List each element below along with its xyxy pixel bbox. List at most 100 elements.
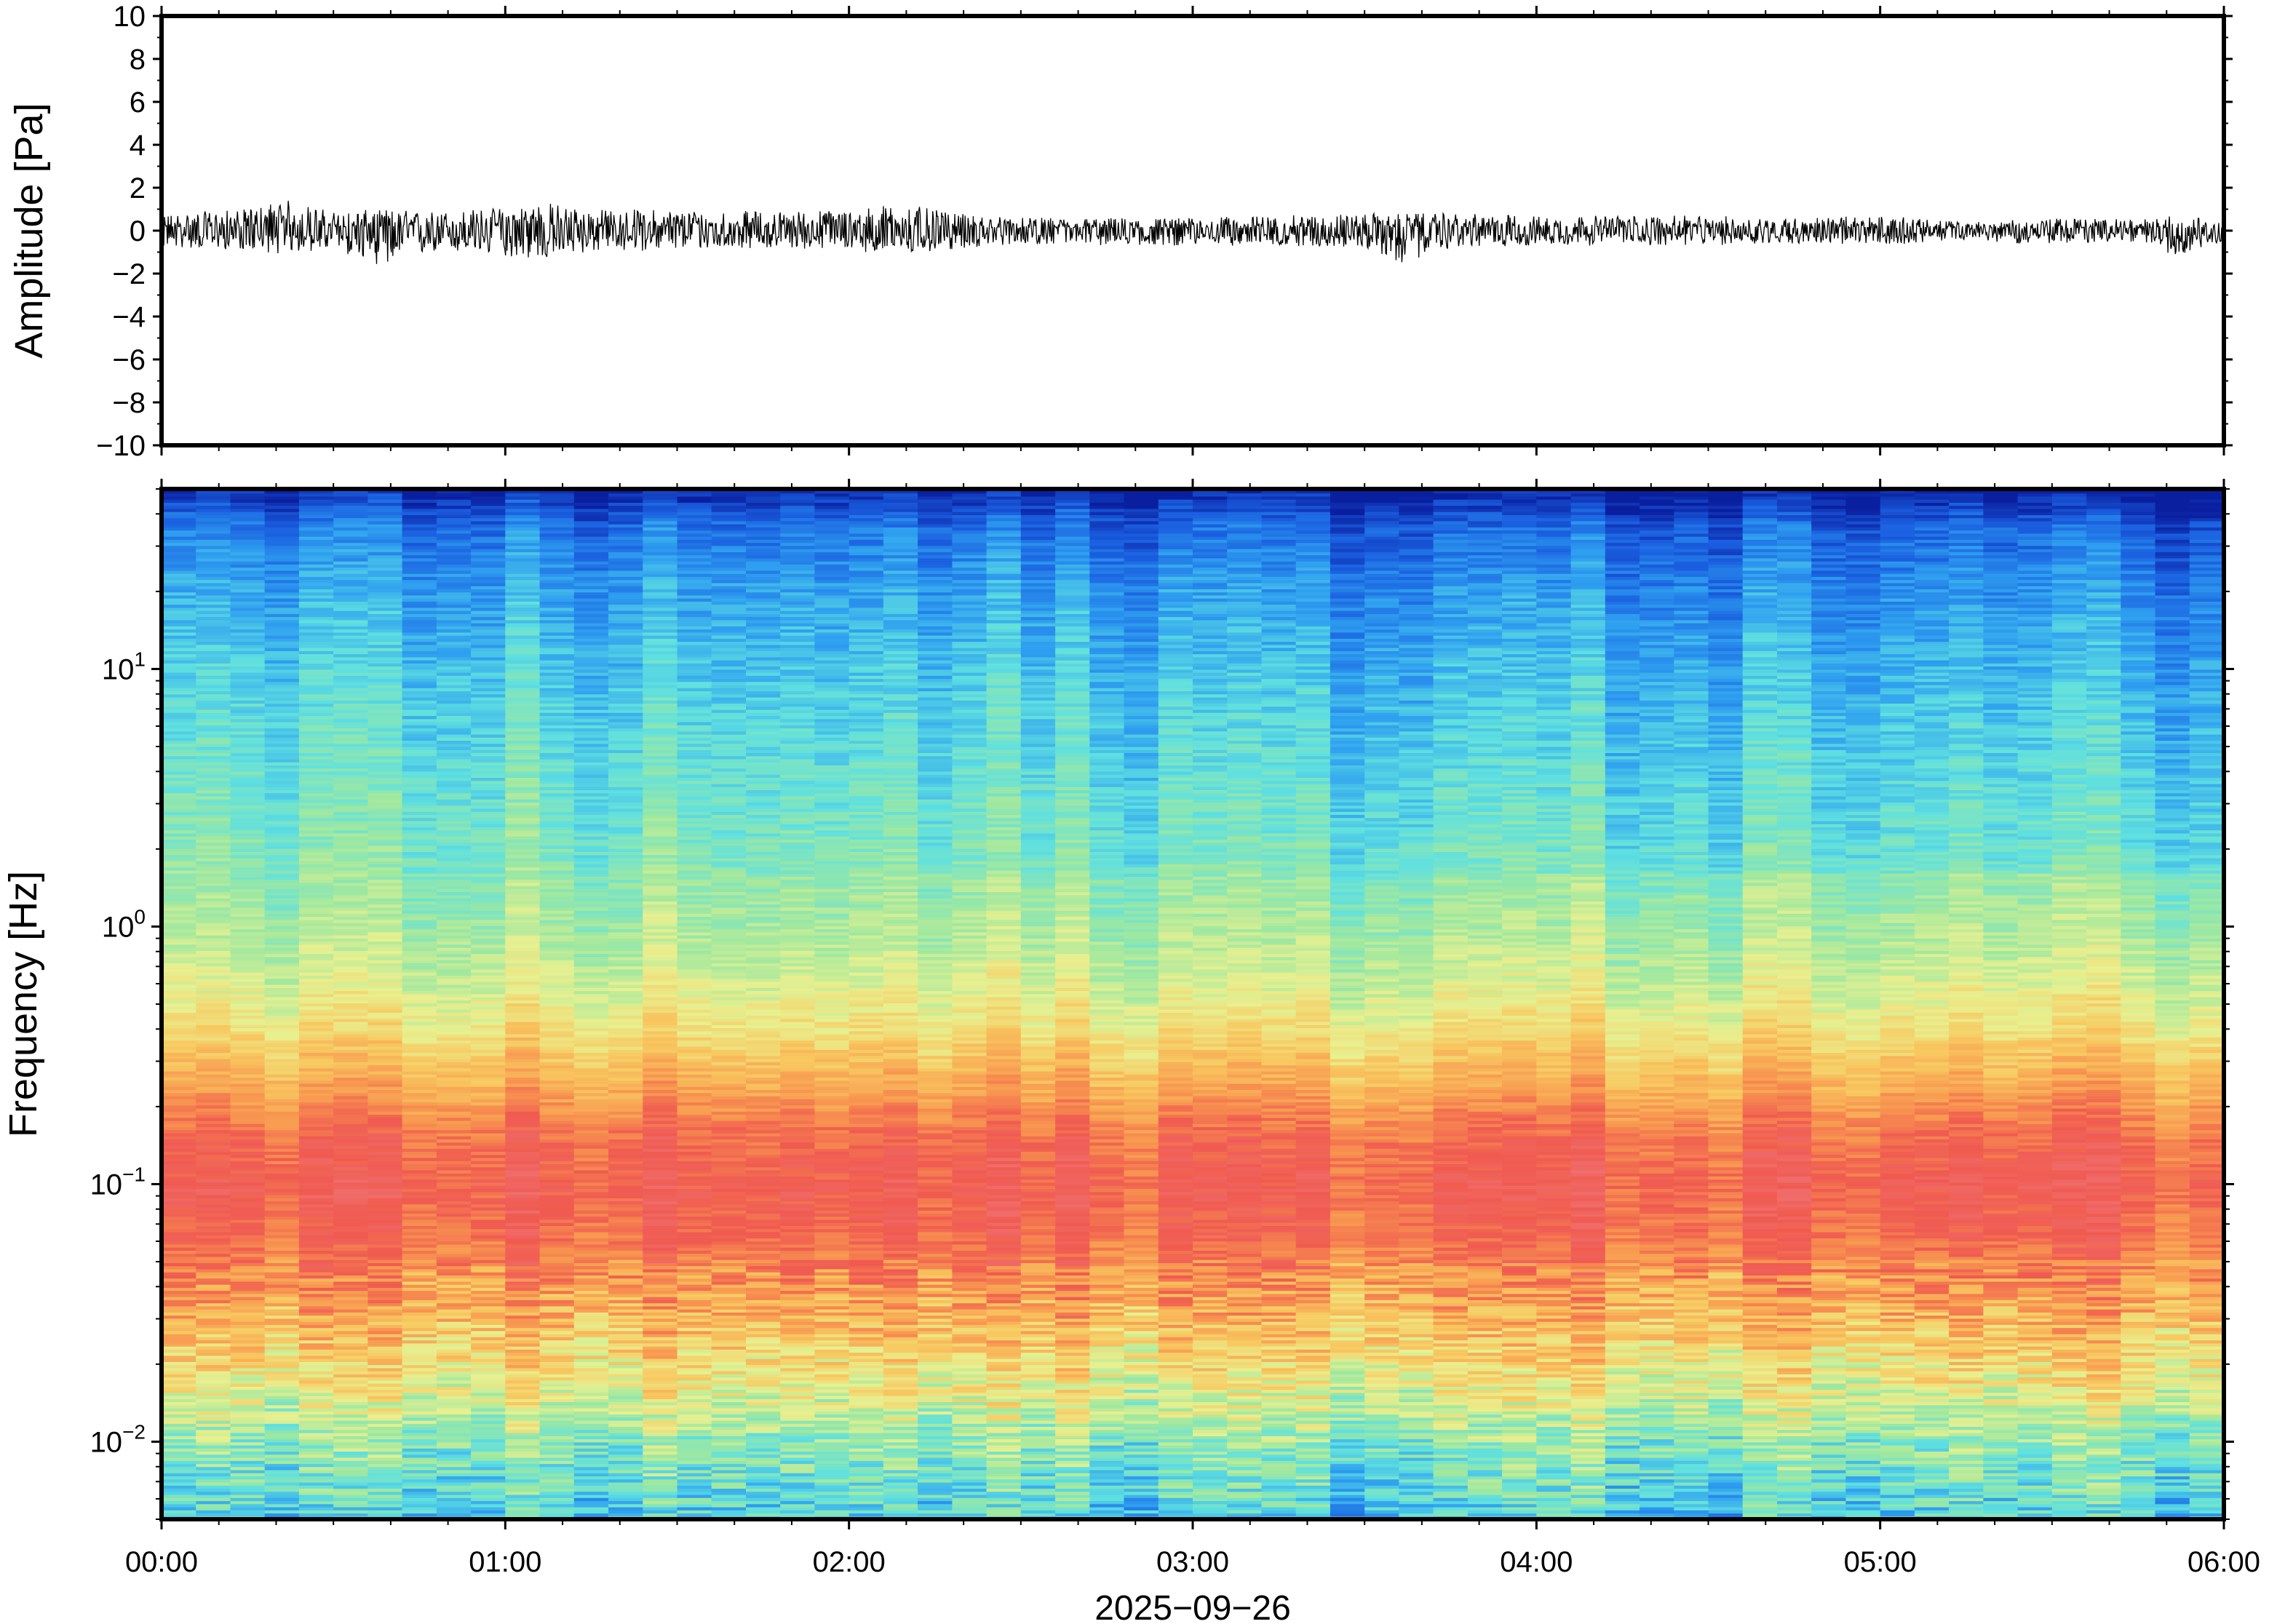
- spectrogram-cell: [230, 1158, 266, 1161]
- spectrogram-cell: [471, 552, 506, 556]
- spectrogram-cell: [573, 1290, 609, 1294]
- spectrogram-cell: [471, 861, 506, 864]
- spectrogram-cell: [264, 1293, 300, 1297]
- spectrogram-cell: [264, 1324, 300, 1329]
- spectrogram-cell: [402, 1253, 437, 1257]
- spectrogram-cell: [436, 573, 472, 577]
- spectrogram-cell: [402, 1457, 437, 1461]
- spectrogram-cell: [402, 851, 437, 856]
- spectrogram-cell: [333, 1473, 368, 1477]
- spectrogram-cell: [196, 1009, 231, 1013]
- spectrogram-cell: [608, 968, 643, 973]
- spectrogram-cell: [608, 1371, 643, 1374]
- spectrogram-cell: [539, 1272, 575, 1275]
- spectrogram-cell: [505, 854, 541, 859]
- spectrogram-cell: [333, 1195, 368, 1198]
- spectrogram-cell: [230, 712, 266, 717]
- spectrogram-cell: [264, 586, 300, 589]
- spectrogram-cell: [333, 1417, 368, 1421]
- spectrogram-cell: [471, 941, 506, 945]
- spectrogram-cell: [162, 1398, 196, 1403]
- spectrogram-cell: [471, 598, 506, 602]
- spectrogram-cell: [505, 1401, 541, 1406]
- spectrogram-cell: [162, 669, 196, 673]
- spectrogram-cell: [643, 1000, 678, 1004]
- spectrogram-cell: [230, 731, 266, 735]
- spectrogram-cell: [471, 703, 506, 707]
- spectrogram-cell: [539, 1510, 575, 1514]
- spectrogram-cell: [298, 839, 334, 843]
- spectrogram-cell: [367, 907, 403, 911]
- spectrogram-cell: [402, 1513, 437, 1517]
- spectrogram-cell: [402, 891, 437, 896]
- spectrogram-cell: [608, 1024, 643, 1029]
- spectrogram-cell: [196, 854, 231, 859]
- spectrogram-cell: [298, 966, 334, 970]
- spectrogram-cell: [402, 968, 437, 973]
- spectrogram-cell: [471, 1342, 506, 1347]
- spectrogram-cell: [196, 706, 231, 710]
- spectrogram-cell: [367, 1361, 403, 1366]
- spectrogram-cell: [608, 1401, 643, 1406]
- spectrogram-cell: [402, 1485, 437, 1489]
- spectrogram-cell: [230, 589, 266, 593]
- spectrogram-cell: [333, 1297, 368, 1300]
- spectrogram-cell: [505, 1083, 541, 1087]
- spectrogram-cell: [196, 490, 231, 494]
- spectrogram-cell: [471, 693, 506, 698]
- spectrogram-cell: [573, 1037, 609, 1041]
- spectrogram-cell: [333, 1243, 368, 1248]
- spectrogram-cell: [402, 1154, 437, 1158]
- spectrogram-cell: [367, 1315, 403, 1319]
- spectrogram-cell: [402, 765, 437, 769]
- spectrogram-cell: [333, 1451, 368, 1455]
- spectrogram-cell: [471, 1114, 506, 1118]
- spectrogram-cell: [539, 1281, 575, 1285]
- spectrogram-cell: [162, 700, 196, 704]
- spectrogram-cell: [230, 1024, 266, 1029]
- spectrogram-cell: [230, 1059, 266, 1062]
- spectrogram-cell: [162, 867, 196, 871]
- spectrogram-cell: [367, 1067, 403, 1072]
- spectrogram-cell: [402, 493, 437, 497]
- spectrogram-cell: [573, 1207, 609, 1211]
- spectrogram-cell: [264, 1198, 300, 1201]
- spectrogram-cell: [539, 978, 575, 982]
- spectrogram-cell: [367, 1355, 403, 1359]
- spectrogram-cell: [230, 508, 266, 512]
- spectrogram-cell: [643, 1398, 678, 1403]
- spectrogram-cell: [608, 1161, 643, 1164]
- spectrogram-cell: [402, 660, 437, 664]
- spectrogram-cell: [298, 1494, 334, 1498]
- spectrogram-cell: [505, 1203, 541, 1208]
- spectrogram-cell: [298, 1466, 334, 1470]
- spectrogram-cell: [573, 1408, 609, 1412]
- spectrogram-cell: [298, 1436, 334, 1440]
- spectrogram-cell: [230, 1429, 266, 1433]
- spectrogram-cell: [573, 774, 609, 778]
- spectrogram-cell: [573, 796, 609, 800]
- spectrogram-cell: [471, 960, 506, 963]
- spectrogram-cell: [505, 1478, 541, 1483]
- spectrogram-cell: [298, 740, 334, 744]
- spectrogram-cell: [162, 926, 196, 930]
- spectrogram-cell: [505, 1043, 541, 1047]
- spectrogram-cell: [643, 1182, 678, 1186]
- spectrogram-cell: [298, 1476, 334, 1480]
- spectrogram-cell: [196, 1494, 231, 1498]
- spectrogram-cell: [333, 997, 368, 1000]
- spectrogram-cell: [230, 1086, 266, 1091]
- spectrogram-cell: [608, 873, 643, 877]
- spectrogram-cell: [436, 799, 472, 803]
- spectrogram-cell: [643, 1327, 678, 1332]
- spectrogram-cell: [471, 632, 506, 636]
- spectrogram-cell: [573, 1243, 609, 1248]
- spectrogram-cell: [367, 749, 403, 753]
- spectrogram-cell: [162, 1268, 196, 1273]
- spectrogram-cell: [402, 1158, 437, 1161]
- spectrogram-cell: [367, 1290, 403, 1294]
- spectrogram-cell: [298, 697, 334, 701]
- spectrogram-cell: [196, 1392, 231, 1396]
- spectrogram-cell: [573, 1321, 609, 1325]
- spectrogram-cell: [505, 987, 541, 992]
